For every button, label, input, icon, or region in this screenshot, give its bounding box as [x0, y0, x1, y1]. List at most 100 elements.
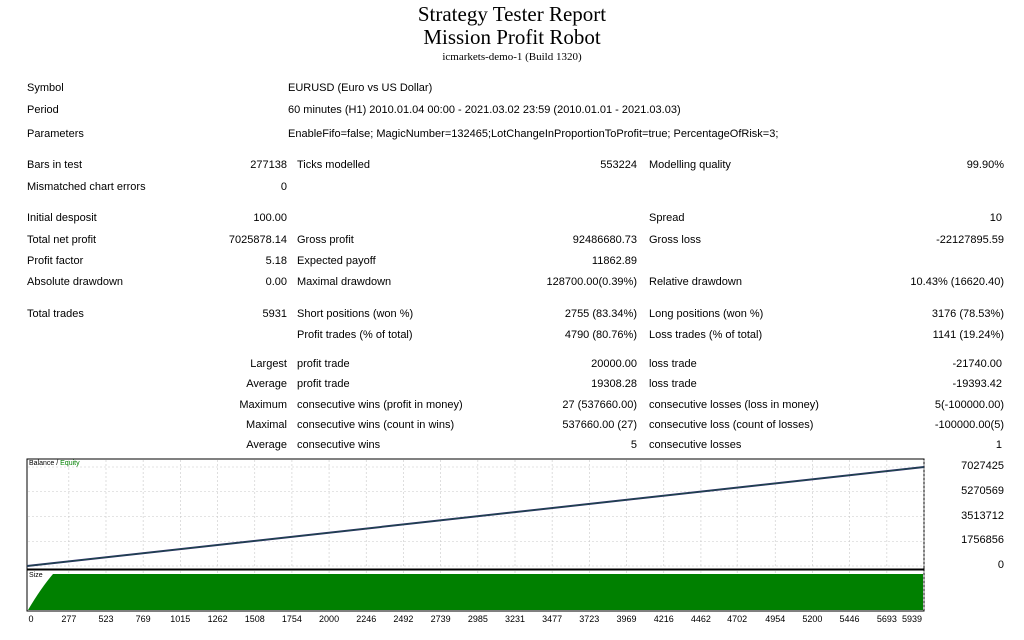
- legend-balance: Balance: [29, 460, 55, 467]
- maximal-drawdown-label: Maximal drawdown: [297, 276, 392, 288]
- largest-loss-value: -21740.00: [952, 358, 1002, 370]
- robot-name: Mission Profit Robot: [423, 25, 601, 49]
- avg-consecutive-losses-label: consecutive losses: [649, 439, 742, 451]
- spread-value: 10: [989, 212, 1002, 224]
- max-consecutive-wins-value: 27 (537660.00): [562, 399, 637, 411]
- maximal-consecutive-wins-value: 537660.00 (27): [562, 419, 637, 431]
- report-title: Strategy Tester Report: [417, 2, 607, 26]
- size-area: [28, 574, 923, 610]
- x-tick-label: 277: [61, 614, 77, 624]
- maximum-label: Maximum: [239, 399, 287, 411]
- largest-profit-value: 20000.00: [591, 358, 637, 370]
- size-panel-label: Size: [29, 572, 43, 579]
- largest-label: Largest: [250, 358, 287, 370]
- bars-value: 277138: [250, 159, 287, 171]
- max-consecutive-losses-value: 5(-100000.00): [934, 399, 1004, 411]
- average-label: Average: [246, 378, 287, 390]
- series-line-equity: [26, 466, 925, 567]
- x-tick-label: 1262: [207, 614, 228, 624]
- largest-loss-label: loss trade: [649, 358, 697, 370]
- relative-drawdown-label: Relative drawdown: [649, 276, 742, 288]
- symbol-value: EURUSD (Euro vs US Dollar): [288, 82, 433, 94]
- x-tick-label: 5446: [839, 614, 860, 624]
- avg-consecutive-wins-value: 5: [630, 439, 637, 451]
- average-loss-label: loss trade: [649, 378, 697, 390]
- average-profit-label: profit trade: [297, 378, 350, 390]
- x-tick-label: 5200: [802, 614, 823, 624]
- average-loss-value: -19393.42: [952, 378, 1002, 390]
- maximal-drawdown-value: 128700.00(0.39%): [546, 276, 637, 288]
- y-tick-label: 5270569: [961, 484, 1004, 497]
- expected-payoff-label: Expected payoff: [297, 255, 376, 267]
- x-tick-label: 769: [135, 614, 151, 624]
- max-consecutive-losses-label: consecutive losses (loss in money): [649, 399, 819, 411]
- y-tick-label: 0: [997, 559, 1004, 571]
- relative-drawdown-value: 10.43% (16620.40): [910, 276, 1004, 288]
- x-tick-label: 3969: [616, 614, 637, 624]
- x-tick-label: 2492: [393, 614, 414, 624]
- initial-deposit-label: Initial desposit: [27, 212, 97, 224]
- mismatch-value: 0: [280, 181, 287, 193]
- x-tick-label: 2246: [356, 614, 377, 624]
- series-line-balance: [26, 466, 925, 567]
- absolute-drawdown-value: 0.00: [265, 276, 287, 288]
- x-tick-label: 1015: [170, 614, 191, 624]
- spread-label: Spread: [649, 212, 685, 224]
- net-profit-value: 7025878.14: [228, 234, 287, 246]
- max-consecutive-wins-label: consecutive wins (profit in money): [297, 399, 463, 411]
- ticks-value: 553224: [600, 159, 637, 171]
- mismatch-label: Mismatched chart errors: [27, 181, 146, 193]
- absolute-drawdown-label: Absolute drawdown: [27, 276, 124, 288]
- quality-value: 99.90%: [966, 159, 1004, 171]
- quality-label: Modelling quality: [649, 159, 731, 171]
- gross-loss-label: Gross loss: [649, 234, 701, 246]
- profit-trades-label: Profit trades (% of total): [297, 329, 413, 341]
- gross-profit-label: Gross profit: [297, 234, 354, 246]
- balance-panel-frame: [26, 458, 925, 570]
- short-positions-value: 2755 (83.34%): [564, 308, 637, 320]
- parameters-value: EnableFifo=false; MagicNumber=132465;Lot…: [288, 128, 779, 140]
- initial-deposit-value: 100.00: [253, 212, 287, 224]
- expected-payoff-value: 11862.89: [591, 255, 637, 267]
- y-tick-label: 7027425: [961, 460, 1004, 472]
- profit-factor-label: Profit factor: [27, 255, 84, 267]
- gross-profit-value: 92486680.73: [572, 234, 637, 246]
- total-trades-value: 5931: [262, 308, 287, 320]
- x-tick-label: 1754: [281, 614, 302, 624]
- x-tick-label: 4702: [727, 614, 748, 624]
- largest-profit-label: profit trade: [297, 358, 350, 370]
- x-tick-label: 4216: [653, 614, 674, 624]
- x-tick-label: 5939: [901, 614, 923, 624]
- period-label: Period: [27, 104, 59, 116]
- ticks-label: Ticks modelled: [297, 159, 370, 171]
- chart-legend: Balance / Equity: [29, 460, 80, 467]
- maximal-consecutive-losses-label: consecutive loss (count of losses): [649, 419, 814, 431]
- maximal-consecutive-losses-value: -100000.00(5): [934, 419, 1004, 431]
- loss-trades-label: Loss trades (% of total): [649, 329, 763, 341]
- profit-trades-value: 4790 (80.76%): [564, 329, 637, 341]
- x-tick-label: 1508: [244, 614, 265, 624]
- avg-consecutive-wins-label: consecutive wins: [297, 439, 381, 451]
- x-tick-label: 0: [28, 614, 34, 624]
- x-tick-label: 2000: [319, 614, 340, 624]
- profit-factor-value: 5.18: [265, 255, 287, 267]
- maximal-label: Maximal: [246, 419, 287, 431]
- x-tick-label: 3231: [504, 614, 525, 624]
- parameters-label: Parameters: [27, 128, 84, 140]
- total-trades-label: Total trades: [27, 308, 84, 320]
- legend-equity: Equity: [60, 460, 80, 467]
- period-value: 60 minutes (H1) 2010.01.04 00:00 - 2021.…: [288, 104, 681, 116]
- avg-label: Average: [246, 439, 287, 451]
- symbol-label: Symbol: [27, 82, 64, 94]
- loss-trades-value: 1141 (19.24%): [932, 329, 1004, 341]
- legend-separator: /: [54, 460, 61, 467]
- x-tick-label: 2985: [467, 614, 488, 624]
- server-build: icmarkets-demo-1 (Build 1320): [442, 51, 582, 63]
- long-positions-label: Long positions (won %): [649, 308, 764, 320]
- gross-loss-value: -22127895.59: [936, 234, 1004, 246]
- bars-label: Bars in test: [27, 159, 83, 171]
- x-tick-label: 523: [98, 614, 114, 624]
- x-tick-label: 3477: [542, 614, 563, 624]
- x-tick-label: 5693: [876, 614, 897, 624]
